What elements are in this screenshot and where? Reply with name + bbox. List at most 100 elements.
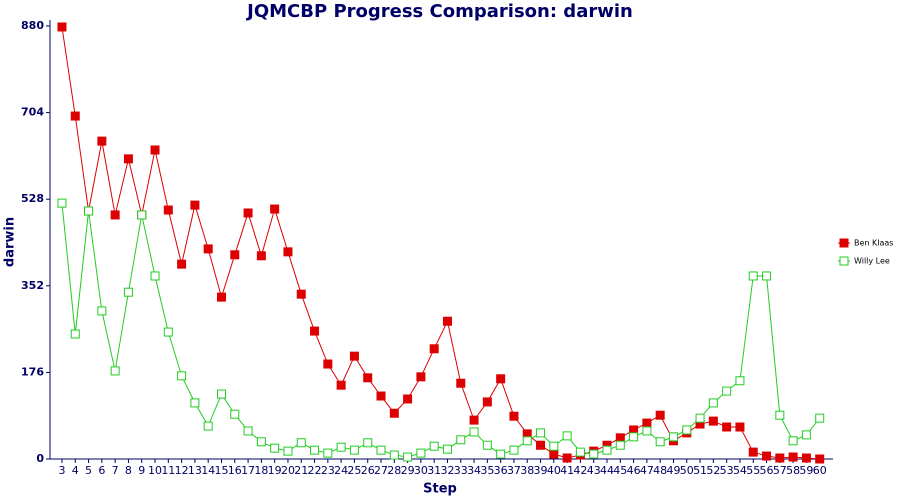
data-point [270,443,280,453]
x-tick-label: 32 [440,464,454,477]
data-point [815,454,825,464]
y-tick-label: 704 [21,106,44,119]
data-point [349,445,359,455]
x-tick-label: 6 [98,464,105,477]
data-point [216,389,226,399]
data-point [150,145,160,155]
data-point [615,440,625,450]
data-point [429,441,439,451]
y-tick-label: 352 [21,279,44,292]
data-point [722,386,732,396]
x-tick-label: 24 [334,464,348,477]
y-tick-label: 528 [21,192,44,205]
x-tick-label: 39 [534,464,548,477]
x-tick-label: 38 [520,464,534,477]
y-axis-label: darwin [3,217,18,267]
data-point [562,453,572,463]
data-point [57,198,67,208]
data-point [84,206,94,216]
x-tick-label: 9 [138,464,145,477]
x-tick-label: 45 [613,464,627,477]
x-tick-label: 44 [600,464,614,477]
x-tick-label: 60 [813,464,827,477]
data-point [788,436,798,446]
data-point [256,251,266,261]
data-point [283,446,293,456]
x-axis-label: Step [423,482,457,497]
data-point [496,374,506,384]
data-point [230,409,240,419]
x-tick-label: 46 [627,464,641,477]
data-point [522,436,532,446]
x-tick-label: 58 [786,464,800,477]
x-tick-label: 23 [321,464,335,477]
data-point [363,438,373,448]
x-tick-label: 15 [214,464,228,477]
x-tick-label: 18 [254,464,268,477]
data-point [163,205,173,215]
data-point [668,432,678,442]
data-point [389,450,399,460]
data-point [682,425,692,435]
x-tick-label: 57 [773,464,787,477]
x-tick-label: 19 [268,464,282,477]
data-point [416,448,426,458]
y-tick-label: 880 [21,19,44,32]
x-tick-label: 53 [720,464,734,477]
data-point [256,437,266,447]
data-point [722,422,732,432]
x-tick-label: 50 [680,464,694,477]
data-point [376,445,386,455]
data-point [748,271,758,281]
series-line [61,203,821,458]
x-tick-label: 56 [760,464,774,477]
data-point [336,380,346,390]
data-point [536,440,546,450]
data-point [296,438,306,448]
x-tick-label: 22 [308,464,322,477]
x-tick-label: 8 [125,464,132,477]
x-tick-label: 40 [547,464,561,477]
data-point [310,326,320,336]
x-tick-label: 26 [361,464,375,477]
data-point [549,449,559,459]
x-tick-label: 13 [188,464,202,477]
data-point [575,447,585,457]
data-point [177,371,187,381]
data-point [323,448,333,458]
data-point [629,432,639,442]
data-point [562,431,572,441]
data-point [123,287,133,297]
data-point [456,378,466,388]
data-point [775,410,785,420]
data-point [110,210,120,220]
data-point [376,391,386,401]
x-tick-label: 36 [494,464,508,477]
x-tick-label: 59 [799,464,813,477]
data-point [349,351,359,361]
x-tick-label: 49 [666,464,680,477]
data-point [642,426,652,436]
data-point [815,413,825,423]
x-tick-label: 55 [746,464,760,477]
data-point [762,451,772,461]
x-tick-label: 17 [241,464,255,477]
data-point [775,453,785,463]
data-point [735,376,745,386]
data-point [482,440,492,450]
x-tick-label: 42 [573,464,587,477]
data-point [230,250,240,260]
data-point [695,413,705,423]
x-tick-label: 14 [201,464,215,477]
data-point [243,208,253,218]
data-point [270,204,280,214]
data-point [163,327,173,337]
data-point [403,452,413,462]
x-tick-label: 12 [175,464,189,477]
x-tick-label: 48 [653,464,667,477]
data-point [416,372,426,382]
data-point [177,259,187,269]
data-point [296,289,306,299]
data-point [363,373,373,383]
